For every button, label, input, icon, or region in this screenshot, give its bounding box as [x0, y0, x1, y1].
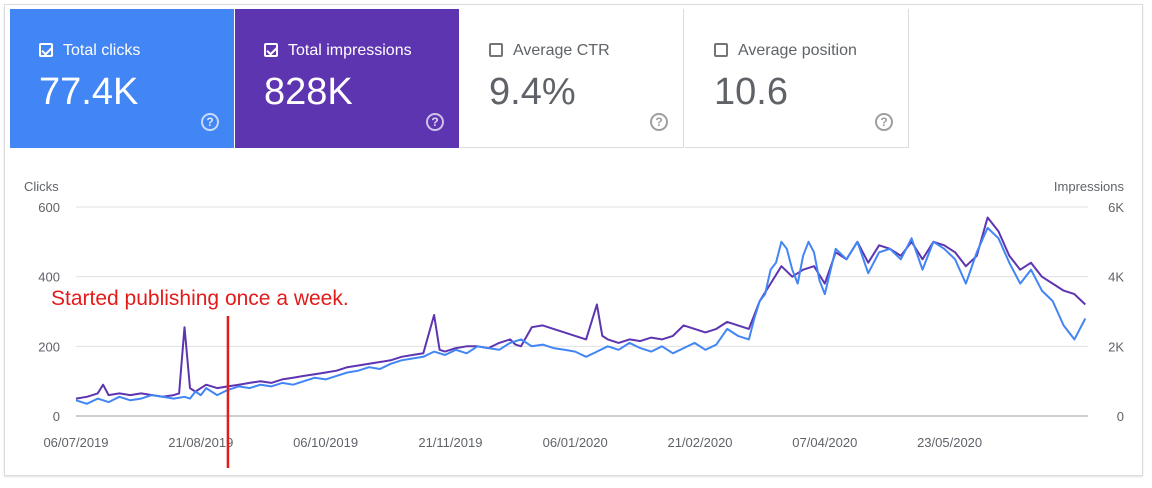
help-icon[interactable]: ? — [650, 113, 668, 131]
x-tick-label: 23/05/2020 — [917, 435, 982, 450]
y-left-tick-label: 600 — [38, 200, 60, 215]
x-tick-label: 21/11/2019 — [418, 435, 482, 450]
performance-chart[interactable]: Clicks Impressions 0 0 200 2K 400 4K 600 6K 06/0… — [5, 148, 1144, 478]
average-position-checkbox[interactable] — [714, 43, 728, 57]
y-right-tick-label: 6K — [1108, 200, 1124, 215]
series — [75, 216, 1087, 405]
x-tick-label: 07/04/2020 — [792, 435, 857, 450]
y-left-label: Clicks — [24, 179, 59, 194]
y-right-tick-label: 0 — [1117, 409, 1124, 424]
x-tick-label: 21/02/2020 — [667, 435, 732, 450]
help-icon[interactable]: ? — [201, 113, 219, 131]
help-icon[interactable]: ? — [875, 113, 893, 131]
y-right-tick-label: 4K — [1108, 270, 1124, 285]
y-left-tick-label: 200 — [38, 339, 60, 354]
total-clicks-card[interactable]: Total clicks 77.4K ? — [10, 9, 234, 148]
total-clicks-value: 77.4K — [39, 71, 139, 113]
y-left-tick-label: 0 — [53, 409, 60, 424]
y-right-label: Impressions — [1054, 179, 1125, 194]
total-impressions-label: Total impressions — [288, 42, 412, 59]
average-ctr-value: 9.4% — [489, 71, 576, 113]
average-position-value: 10.6 — [714, 71, 788, 113]
total-impressions-card[interactable]: Total impressions 828K ? — [235, 9, 459, 148]
clicks-series-line — [75, 226, 1087, 405]
y-left-tick-label: 400 — [38, 270, 60, 285]
performance-panel: Total clicks 77.4K ? Total impressions 8… — [4, 4, 1143, 476]
total-clicks-label: Total clicks — [63, 42, 141, 59]
average-position-label: Average position — [738, 42, 857, 59]
x-tick-label: 06/10/2019 — [293, 435, 358, 450]
grid: 0 0 200 2K 400 4K 600 6K 06/07/2019 21/08/2019 06/… — [38, 200, 1124, 450]
help-icon[interactable]: ? — [426, 113, 444, 131]
average-ctr-label: Average CTR — [513, 42, 610, 59]
average-position-card[interactable]: Average position 10.6 ? — [685, 9, 909, 148]
x-tick-label: 06/01/2020 — [543, 435, 608, 450]
average-ctr-checkbox[interactable] — [489, 43, 503, 57]
total-impressions-value: 828K — [264, 71, 353, 113]
annotation: Started publishing once a week. — [51, 287, 349, 468]
annotation-text: Started publishing once a week. — [51, 287, 349, 310]
total-impressions-checkbox[interactable] — [264, 43, 278, 57]
y-right-tick-label: 2K — [1108, 339, 1124, 354]
average-ctr-card[interactable]: Average CTR 9.4% ? — [460, 9, 684, 148]
total-clicks-checkbox[interactable] — [39, 43, 53, 57]
x-tick-label: 21/08/2019 — [168, 435, 233, 450]
x-tick-label: 06/07/2019 — [43, 435, 108, 450]
